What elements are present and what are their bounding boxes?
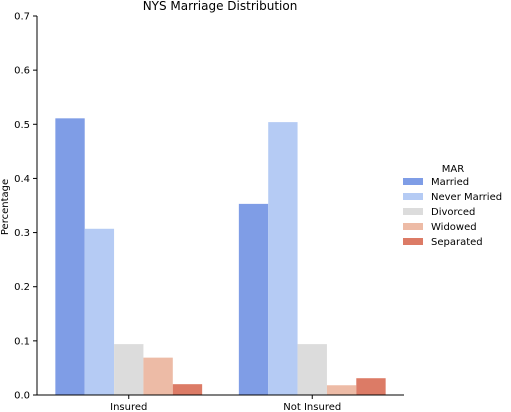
y-tick-label: 0.5 [14,120,30,131]
bar-never-married-insured [84,228,115,395]
legend: MAR Married Never Married Divorced Widowed S… [403,164,502,248]
y-tick-label: 0.3 [14,228,30,239]
legend-label: Widowed [431,222,477,233]
bar-separated-not-insured [356,378,386,395]
y-tick-label: 0.7 [14,12,30,23]
legend-swatch [403,193,423,200]
bar-widowed-not-insured [326,385,357,395]
bar-never-married-not-insured [268,122,298,396]
bar-married-insured [55,118,85,395]
x-axis: Insured Not Insured [37,394,404,412]
bar-divorced-insured [114,344,144,395]
legend-swatch [403,208,423,215]
bar-divorced-not-insured [297,344,327,395]
bar-separated-insured [172,384,203,395]
y-tick-label: 0.6 [14,66,30,77]
y-axis: 0.0 0.1 0.2 0.3 0.4 0.5 0.6 0.7 [14,12,38,402]
legend-label: Separated [431,237,483,248]
legend-label: Married [431,177,469,188]
bars-group [55,118,386,396]
legend-label: Never Married [431,192,502,203]
legend-label: Divorced [431,207,475,218]
y-tick-label: 0.4 [14,174,30,185]
chart-title: NYS Marriage Distribution [143,0,298,13]
x-tick-label: Insured [110,402,147,412]
legend-swatch [403,223,423,230]
legend-title: MAR [442,164,464,175]
y-tick-label: 0.2 [14,282,30,293]
legend-swatch [403,238,423,245]
x-tick-label: Not Insured [283,402,341,412]
y-tick-label: 0.0 [14,391,30,402]
bar-married-not-insured [238,203,269,395]
legend-swatch [403,178,423,185]
y-axis-label: Percentage [0,179,11,235]
y-tick-label: 0.1 [14,336,30,347]
bar-widowed-insured [143,357,173,395]
